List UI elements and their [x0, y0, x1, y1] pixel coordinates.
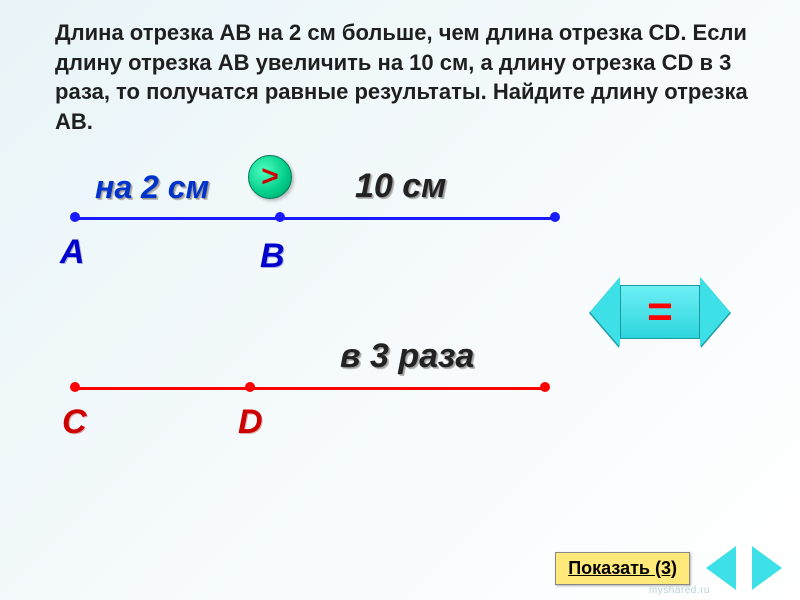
line-ab [75, 217, 555, 220]
anno-na-2cm: на 2 см [95, 169, 209, 206]
equals-indicator: = [590, 277, 740, 347]
prev-button[interactable] [706, 546, 736, 590]
greater-than-badge: > [248, 155, 292, 199]
watermark: myshared.ru [649, 585, 710, 596]
point-c-dot [70, 382, 80, 392]
problem-text: Длина отрезка АВ на 2 см больше, чем дли… [0, 0, 800, 147]
diagram: на 2 см > 10 см А В = в 3 раза С D [0, 147, 800, 507]
equals-arrow-right-icon [700, 277, 730, 347]
next-button[interactable] [752, 546, 782, 590]
point-d-dot [245, 382, 255, 392]
line-cd [75, 387, 545, 390]
line-ab-end-dot [550, 212, 560, 222]
anno-v-3raza: в 3 раза [340, 337, 474, 376]
anno-10cm: 10 см [355, 167, 446, 206]
point-b-label: В [260, 237, 285, 276]
equals-arrow-left-icon [590, 277, 620, 347]
point-a-dot [70, 212, 80, 222]
line-cd-end-dot [540, 382, 550, 392]
nav-area: Показать (3) [555, 546, 782, 590]
equals-symbol: = [620, 285, 700, 339]
show-button[interactable]: Показать (3) [555, 552, 690, 585]
point-a-label: А [60, 233, 85, 272]
point-c-label: С [62, 403, 87, 442]
point-b-dot [275, 212, 285, 222]
point-d-label: D [238, 403, 263, 442]
